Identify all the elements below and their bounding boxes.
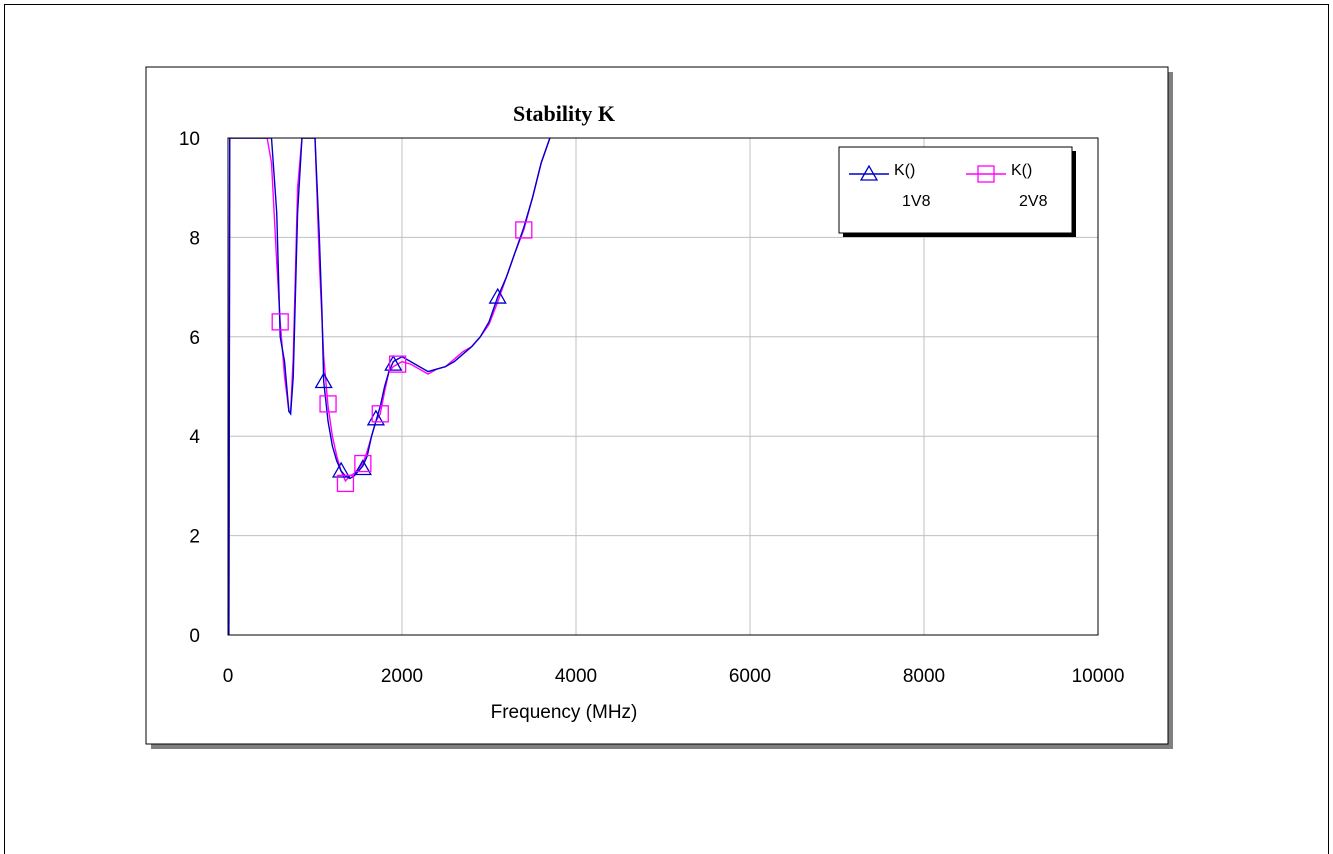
x-tick-label: 0 — [223, 666, 234, 687]
marker-1v8 — [488, 287, 507, 304]
legend: K() 1V8 K() 2V8 — [838, 146, 1076, 237]
marker-1v8 — [314, 372, 333, 389]
x-tick-label: 2000 — [381, 666, 423, 687]
y-tick-label: 8 — [189, 228, 200, 249]
y-tick-label: 4 — [189, 427, 200, 448]
marker-2v8 — [515, 221, 533, 239]
x-tick-label: 6000 — [729, 666, 771, 687]
legend-sublabel: 2V8 — [1019, 193, 1048, 210]
page-frame — [4, 4, 1329, 854]
marker-2v8 — [354, 454, 372, 473]
x-tick-label: 10000 — [1072, 666, 1125, 687]
legend-sublabel: 1V8 — [902, 193, 931, 210]
y-tick-label: 10 — [179, 129, 200, 150]
legend-box — [838, 146, 1073, 234]
marker-2v8 — [388, 355, 407, 373]
chart-title: Stability K — [513, 101, 615, 126]
marker-2v8 — [319, 395, 337, 413]
y-tick-label: 0 — [189, 626, 200, 647]
marker-1v8 — [331, 461, 351, 478]
x-axis-title: Frequency (MHz) — [491, 702, 638, 723]
series-layer — [228, 138, 551, 635]
legend-label: K() — [1011, 162, 1032, 179]
legend-label: K() — [894, 162, 915, 179]
y-tick-label: 6 — [189, 328, 200, 349]
y-tick-label: 2 — [189, 527, 200, 548]
axes: 0 2000 4000 6000 8000 10000 0 2 4 6 8 10 — [179, 129, 1125, 687]
plot-area-border — [227, 137, 1099, 636]
marker-2v8 — [271, 313, 289, 331]
x-tick-label: 8000 — [903, 666, 945, 687]
series-line-1v8 — [228, 138, 551, 635]
marker-2v8 — [336, 474, 355, 493]
legend-marker-2v8 — [977, 165, 995, 183]
x-tick-label: 4000 — [555, 666, 597, 687]
marker-1v8 — [353, 459, 372, 476]
marker-2v8 — [371, 405, 389, 423]
legend-marker-1v8 — [859, 164, 879, 181]
